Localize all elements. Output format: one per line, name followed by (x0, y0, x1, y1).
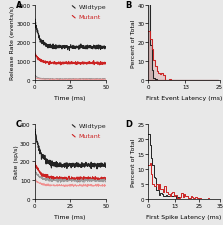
Text: Mutant: Mutant (79, 134, 101, 139)
Y-axis label: Percent of Total: Percent of Total (131, 19, 136, 67)
X-axis label: Time (ms): Time (ms) (54, 214, 86, 219)
Text: Wildtype: Wildtype (79, 5, 106, 10)
Text: Wildtype: Wildtype (79, 124, 106, 129)
Y-axis label: Rate (sp/s): Rate (sp/s) (14, 145, 19, 178)
Text: Mutant: Mutant (79, 15, 101, 20)
X-axis label: First Event Latency (ms): First Event Latency (ms) (146, 95, 222, 100)
Text: B: B (126, 1, 132, 10)
Text: A: A (16, 1, 23, 10)
Y-axis label: Percent of Total: Percent of Total (131, 137, 136, 186)
X-axis label: Time (ms): Time (ms) (54, 95, 86, 100)
Text: C: C (16, 120, 22, 128)
Y-axis label: Release Rate (events/s): Release Rate (events/s) (10, 6, 15, 80)
Text: D: D (126, 120, 133, 128)
X-axis label: First Spike Latency (ms): First Spike Latency (ms) (146, 214, 222, 219)
